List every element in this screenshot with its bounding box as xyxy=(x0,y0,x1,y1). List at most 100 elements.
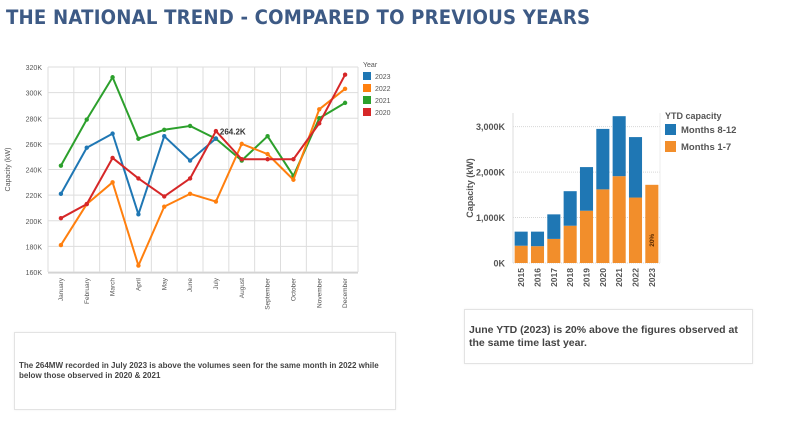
x-tick-label: April xyxy=(135,277,142,291)
data-point-2021 xyxy=(136,136,141,141)
data-point-2020 xyxy=(317,121,322,126)
x-tick-label: 2021 xyxy=(614,268,624,287)
y-axis-title: Capacity (kW) xyxy=(5,148,12,192)
x-tick-label: November xyxy=(316,277,323,308)
data-point-2021 xyxy=(342,100,348,106)
data-point-2023 xyxy=(187,158,193,163)
data-point-2023 xyxy=(136,212,141,217)
data-point-2023 xyxy=(162,133,167,139)
data-point-2023 xyxy=(110,131,115,136)
data-point-2022 xyxy=(239,141,244,147)
data-point-2022 xyxy=(265,151,270,157)
legend-swatch xyxy=(665,141,676,152)
legend-swatch xyxy=(665,124,676,135)
y-tick-label: 1,000K xyxy=(476,213,506,223)
bar-months-8-12 xyxy=(596,128,610,190)
legend-swatch-2020 xyxy=(363,108,371,116)
data-point-2020 xyxy=(187,176,193,181)
y-tick-label: 220K xyxy=(26,193,43,200)
x-tick-label: 2023 xyxy=(647,268,657,287)
data-point-2022 xyxy=(110,180,115,185)
data-point-2022 xyxy=(317,107,322,112)
bar-months-1-7 xyxy=(547,238,561,263)
page-title: THE NATIONAL TREND - COMPARED TO PREVIOU… xyxy=(6,6,591,29)
x-tick-label: September xyxy=(265,277,272,310)
bar-chart: 0K 1,000K 2,000K 3,000K Capacity (kW) 2015 201… xyxy=(465,111,736,287)
legend-title: YTD capacity xyxy=(665,111,722,121)
x-tick-label: June xyxy=(187,278,194,292)
bar-months-8-12 xyxy=(612,116,626,177)
line-chart: 160K 180K 200K 220K 240K 260K 280K 300K 320K Janu… xyxy=(5,62,391,310)
data-point-2021 xyxy=(58,163,64,168)
data-point-2021 xyxy=(110,75,115,80)
x-tick-label: December xyxy=(342,277,349,308)
data-point-2022 xyxy=(291,177,296,182)
data-point-2022 xyxy=(187,191,193,197)
data-point-2020 xyxy=(291,157,296,162)
bar-months-8-12 xyxy=(628,137,643,198)
data-point-2020 xyxy=(162,194,167,199)
y-tick-label: 320K xyxy=(26,65,43,72)
bar-months-8-12 xyxy=(547,214,561,239)
x-tick-label: 2019 xyxy=(582,268,592,287)
bar-months-8-12 xyxy=(530,231,545,247)
x-tick-label: July xyxy=(213,277,220,289)
x-tick-label: March xyxy=(110,278,117,296)
data-point-2020 xyxy=(84,201,89,207)
data-point-2020 xyxy=(58,215,64,221)
data-point-2022 xyxy=(162,204,167,209)
data-point-2021 xyxy=(162,127,167,132)
y-tick-label: 200K xyxy=(26,219,43,226)
y-tick-label: 280K xyxy=(26,116,43,123)
data-label: 20% xyxy=(649,234,656,247)
y-tick-label: 180K xyxy=(26,244,43,251)
bar-months-1-7 xyxy=(596,189,610,263)
data-point-2020 xyxy=(342,72,348,77)
data-point-2020 xyxy=(239,157,244,162)
bar-months-8-12 xyxy=(514,231,528,246)
x-tick-label: 2020 xyxy=(598,268,608,287)
x-tick-label: 2022 xyxy=(631,268,641,287)
data-point-2021 xyxy=(187,123,193,129)
data-label: 264.2K xyxy=(220,127,246,136)
x-tick-label: 2015 xyxy=(516,268,526,287)
bar-months-1-7 xyxy=(628,197,643,263)
legend-swatch-2021 xyxy=(363,96,371,104)
y-tick-label: 240K xyxy=(26,168,43,175)
x-tick-label: 2016 xyxy=(533,268,543,287)
data-point-2020 xyxy=(136,176,141,181)
july-summary-note: The 264MW recorded in July 2023 is above… xyxy=(14,332,396,410)
y-axis-title: Capacity (kW) xyxy=(465,158,475,218)
bar-months-1-7 xyxy=(563,225,577,263)
data-point-2020 xyxy=(110,155,115,161)
x-tick-label: January xyxy=(58,277,65,301)
data-point-2021 xyxy=(84,117,89,122)
bar-months-8-12 xyxy=(563,191,577,226)
bar-months-1-7 xyxy=(579,210,594,263)
ytd-summary-text: June YTD (2023) is 20% above the figures… xyxy=(469,324,738,349)
legend-title: Year xyxy=(363,62,378,69)
x-tick-label: February xyxy=(84,277,91,304)
data-point-2022 xyxy=(136,263,141,268)
data-point-2022 xyxy=(58,242,64,248)
data-point-2022 xyxy=(213,199,219,204)
data-point-2023 xyxy=(213,136,219,141)
data-point-2022 xyxy=(342,86,348,91)
series-line-2020 xyxy=(60,74,346,220)
legend-label-2022: 2022 xyxy=(375,86,391,93)
data-point-2020 xyxy=(265,157,270,162)
y-tick-label: 160K xyxy=(26,270,43,277)
bar-months-8-12 xyxy=(579,167,594,211)
y-tick-label: 2,000K xyxy=(476,168,506,178)
data-point-2023 xyxy=(84,145,89,150)
july-summary-text: The 264MW recorded in July 2023 is above… xyxy=(19,361,379,380)
x-tick-label: 2017 xyxy=(549,268,559,287)
y-tick-label: 300K xyxy=(26,91,43,98)
legend-label-2021: 2021 xyxy=(375,98,391,105)
data-point-2023 xyxy=(58,191,64,197)
x-tick-label: 2018 xyxy=(565,268,575,287)
x-tick-label: October xyxy=(290,277,297,301)
x-tick-label: May xyxy=(161,277,168,290)
data-point-2021 xyxy=(265,133,270,139)
legend-label: Months 1-7 xyxy=(681,142,731,153)
